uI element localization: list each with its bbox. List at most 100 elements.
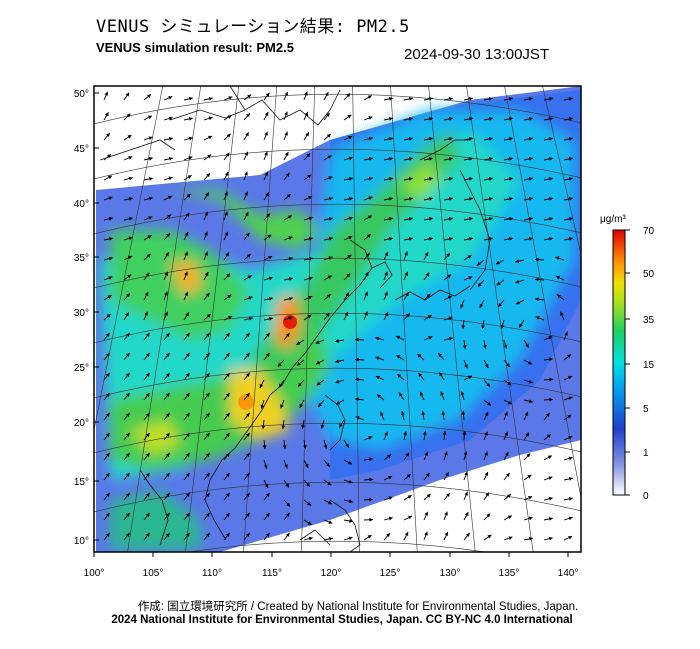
wind-arrow — [303, 132, 310, 141]
wind-arrow — [403, 271, 409, 281]
wind-arrow — [243, 532, 250, 541]
wind-arrow — [343, 176, 353, 181]
wind-arrow — [123, 92, 130, 101]
wind-arrow — [223, 133, 231, 141]
wind-arrow — [183, 212, 190, 221]
wind-arrow — [403, 137, 413, 141]
wind-arrow — [243, 296, 253, 301]
latitude-label: 15° — [74, 477, 89, 488]
wind-arrow — [535, 297, 545, 302]
wind-arrow — [223, 191, 228, 201]
wind-arrow — [163, 372, 170, 381]
wind-arrow — [143, 392, 150, 401]
wind-arrow — [523, 339, 530, 348]
wind-arrow — [343, 235, 353, 241]
wind-arrow — [363, 457, 373, 462]
wind-arrow — [303, 174, 312, 181]
wind-arrow — [143, 412, 150, 421]
wind-arrow — [163, 214, 172, 221]
wind-arrow — [123, 492, 130, 501]
wind-arrow — [320, 419, 325, 429]
wind-arrow — [543, 357, 553, 362]
wind-arrow — [143, 472, 150, 481]
wind-arrow — [223, 252, 230, 261]
wind-arrow — [143, 272, 150, 281]
wind-arrow — [323, 133, 332, 141]
wind-arrow — [183, 156, 193, 161]
wind-arrow — [477, 279, 485, 288]
wind-arrow — [383, 454, 392, 461]
wind-arrow — [375, 375, 385, 381]
wind-arrow — [183, 472, 190, 481]
wind-arrow — [483, 471, 489, 481]
wind-arrow — [323, 91, 329, 101]
wind-arrow — [423, 137, 433, 141]
wind-arrow — [376, 394, 385, 401]
wind-arrow — [303, 295, 313, 301]
wind-arrow — [323, 275, 333, 281]
wind-arrow — [203, 352, 210, 361]
wind-arrow — [335, 359, 345, 364]
wind-arrow — [421, 411, 426, 421]
wind-arrow — [483, 359, 489, 369]
wind-arrow — [383, 475, 393, 481]
wind-arrow — [523, 217, 533, 221]
wind-arrow — [503, 339, 508, 349]
wind-arrow — [103, 111, 109, 121]
wind-arrow — [243, 352, 250, 361]
wind-arrow — [243, 112, 251, 121]
wind-arrow — [383, 431, 388, 441]
wind-arrow — [143, 216, 153, 221]
wind-arrow — [243, 392, 250, 401]
wind-arrow — [301, 419, 305, 429]
wind-arrow — [535, 316, 545, 321]
wind-arrow — [203, 211, 209, 221]
wind-arrow — [263, 512, 270, 521]
wind-arrow — [123, 274, 132, 281]
wind-arrow — [403, 197, 413, 201]
wind-arrow — [103, 392, 110, 401]
wind-arrow — [183, 291, 189, 301]
wind-arrow — [283, 332, 290, 341]
wind-arrow — [223, 452, 230, 461]
wind-arrow — [283, 316, 293, 321]
wind-arrow — [163, 252, 170, 261]
wind-arrow — [323, 499, 333, 505]
wind-arrow — [463, 197, 473, 201]
wind-arrow — [183, 392, 190, 401]
wind-arrow — [503, 451, 509, 461]
wind-arrow — [335, 379, 345, 384]
wind-arrow — [523, 399, 533, 404]
wind-arrow — [299, 399, 305, 409]
wind-arrow — [543, 157, 553, 161]
wind-arrow — [515, 299, 525, 305]
wind-arrow — [283, 111, 288, 121]
wind-arrow — [243, 253, 252, 261]
wind-arrow — [343, 196, 353, 201]
wind-arrow — [363, 233, 372, 241]
wind-arrow — [543, 137, 553, 141]
longitude-label: 110° — [202, 568, 222, 579]
page-title-japanese: VENUS シミュレーション結果: PM2.5 — [96, 17, 410, 37]
wind-arrow — [423, 157, 433, 161]
wind-arrow — [460, 391, 465, 401]
wind-arrow — [223, 152, 230, 161]
wind-arrow — [323, 155, 333, 161]
wind-arrow — [303, 276, 313, 281]
wind-arrow — [183, 452, 190, 461]
wind-arrow — [383, 237, 393, 241]
wind-arrow — [303, 91, 308, 101]
latitude-label: 30° — [74, 308, 89, 319]
wind-arrow — [463, 137, 473, 141]
wind-arrow — [263, 255, 273, 261]
wind-arrow — [343, 156, 353, 161]
wind-arrow — [183, 193, 191, 201]
wind-arrow — [463, 359, 468, 369]
wind-arrow — [423, 511, 429, 521]
wind-arrow — [123, 512, 130, 521]
wind-arrow — [563, 157, 573, 161]
wind-arrow — [403, 251, 408, 261]
wind-arrow — [143, 372, 150, 381]
forecast-timestamp: 2024-09-30 13:00JST — [404, 46, 550, 63]
wind-arrow — [203, 532, 210, 541]
